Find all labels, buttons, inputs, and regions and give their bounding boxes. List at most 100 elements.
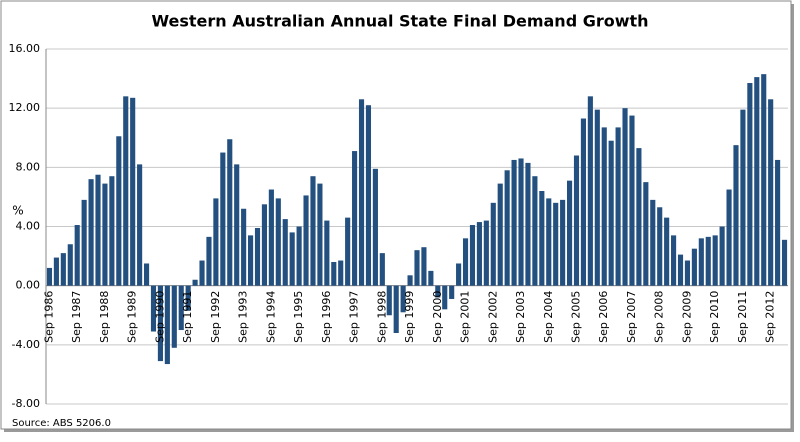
bar — [310, 176, 316, 286]
x-tick-label: Sep 1994 — [264, 291, 277, 343]
bar — [601, 127, 607, 286]
x-tick-label: Sep 1997 — [348, 291, 361, 343]
x-tick-label: Sep 2005 — [569, 291, 582, 343]
bar — [684, 260, 691, 286]
bar — [719, 226, 725, 286]
bar — [573, 155, 580, 286]
bar — [53, 257, 59, 286]
bar — [60, 253, 66, 286]
bar — [587, 96, 593, 286]
bar — [740, 109, 746, 286]
bar — [365, 105, 372, 286]
bar — [761, 74, 767, 286]
bar — [462, 238, 469, 286]
bar — [150, 285, 157, 332]
bar — [130, 97, 136, 286]
x-tick-label: Sep 2003 — [514, 291, 527, 343]
x-tick-label: Sep 2006 — [597, 291, 610, 343]
bar — [594, 109, 600, 286]
bar — [116, 136, 122, 286]
bar — [705, 236, 711, 286]
bar — [171, 285, 177, 348]
bar — [608, 140, 614, 286]
bar — [775, 159, 781, 286]
y-tick-label: -8.00 — [12, 397, 40, 410]
bar — [629, 115, 635, 286]
bar — [532, 176, 538, 286]
bar — [497, 183, 503, 286]
y-tick-label: 12.00 — [9, 101, 41, 114]
y-tick-label: 0.00 — [16, 279, 41, 292]
x-tick-label: Sep 1988 — [98, 291, 111, 343]
bar — [241, 208, 247, 286]
bar — [469, 225, 476, 286]
bar — [213, 198, 219, 286]
x-tick-label: Sep 2002 — [486, 291, 499, 343]
bar — [421, 247, 427, 286]
bar — [407, 275, 413, 286]
x-tick-label: Sep 2011 — [736, 291, 749, 343]
x-tick-label: Sep 1996 — [320, 291, 333, 343]
bar — [712, 235, 718, 286]
bar — [622, 108, 628, 286]
bar — [192, 279, 198, 286]
bar — [414, 250, 420, 286]
y-tick-label: 8.00 — [16, 160, 41, 173]
bar — [227, 139, 233, 286]
bar — [123, 96, 129, 286]
y-axis-label: % — [12, 204, 23, 218]
bar — [143, 263, 150, 286]
bar — [324, 220, 330, 286]
y-tick-label: 4.00 — [16, 220, 41, 233]
bar — [303, 195, 309, 286]
x-tick-label: Sep 2000 — [431, 291, 444, 343]
bar — [220, 152, 226, 286]
bar — [650, 199, 656, 286]
bar — [372, 168, 378, 286]
x-tick-label: Sep 1991 — [181, 291, 194, 343]
bar — [643, 182, 649, 286]
bar — [428, 270, 434, 286]
bar — [67, 244, 73, 286]
bar — [456, 263, 462, 286]
bar — [671, 235, 677, 286]
bar — [282, 219, 288, 286]
y-tick-label: -4.00 — [12, 338, 40, 351]
bar — [81, 199, 87, 286]
bar — [698, 238, 704, 286]
bar — [185, 285, 191, 311]
x-tick-label: Sep 2012 — [764, 291, 777, 343]
bar — [199, 260, 205, 286]
bar — [560, 199, 566, 286]
bar — [691, 248, 697, 286]
bar — [518, 158, 524, 286]
bar — [664, 217, 670, 286]
bar — [74, 225, 80, 286]
bar — [275, 198, 281, 286]
x-tick-label: Sep 1993 — [237, 291, 250, 343]
x-tick-label: Sep 2001 — [459, 291, 472, 343]
bar — [358, 99, 365, 286]
bar — [553, 202, 559, 286]
bar — [137, 164, 143, 286]
bar — [476, 222, 482, 286]
bar — [268, 189, 274, 286]
bar — [781, 239, 788, 286]
bar — [178, 285, 184, 331]
x-tick-label: Sep 1999 — [403, 291, 416, 343]
bar — [296, 226, 302, 286]
y-tick-label: 16.00 — [9, 42, 41, 55]
bar — [331, 262, 337, 286]
bar — [677, 254, 684, 286]
x-tick-label: Sep 1987 — [70, 291, 83, 343]
bar — [164, 285, 170, 365]
x-tick-label: Sep 2007 — [625, 291, 638, 343]
bar — [754, 77, 760, 286]
bar — [379, 253, 385, 286]
bar — [88, 179, 94, 286]
bar — [289, 232, 295, 286]
bar — [657, 207, 663, 286]
x-tick-label: Sep 1989 — [126, 291, 139, 343]
bar — [352, 151, 358, 286]
bar — [95, 174, 101, 286]
